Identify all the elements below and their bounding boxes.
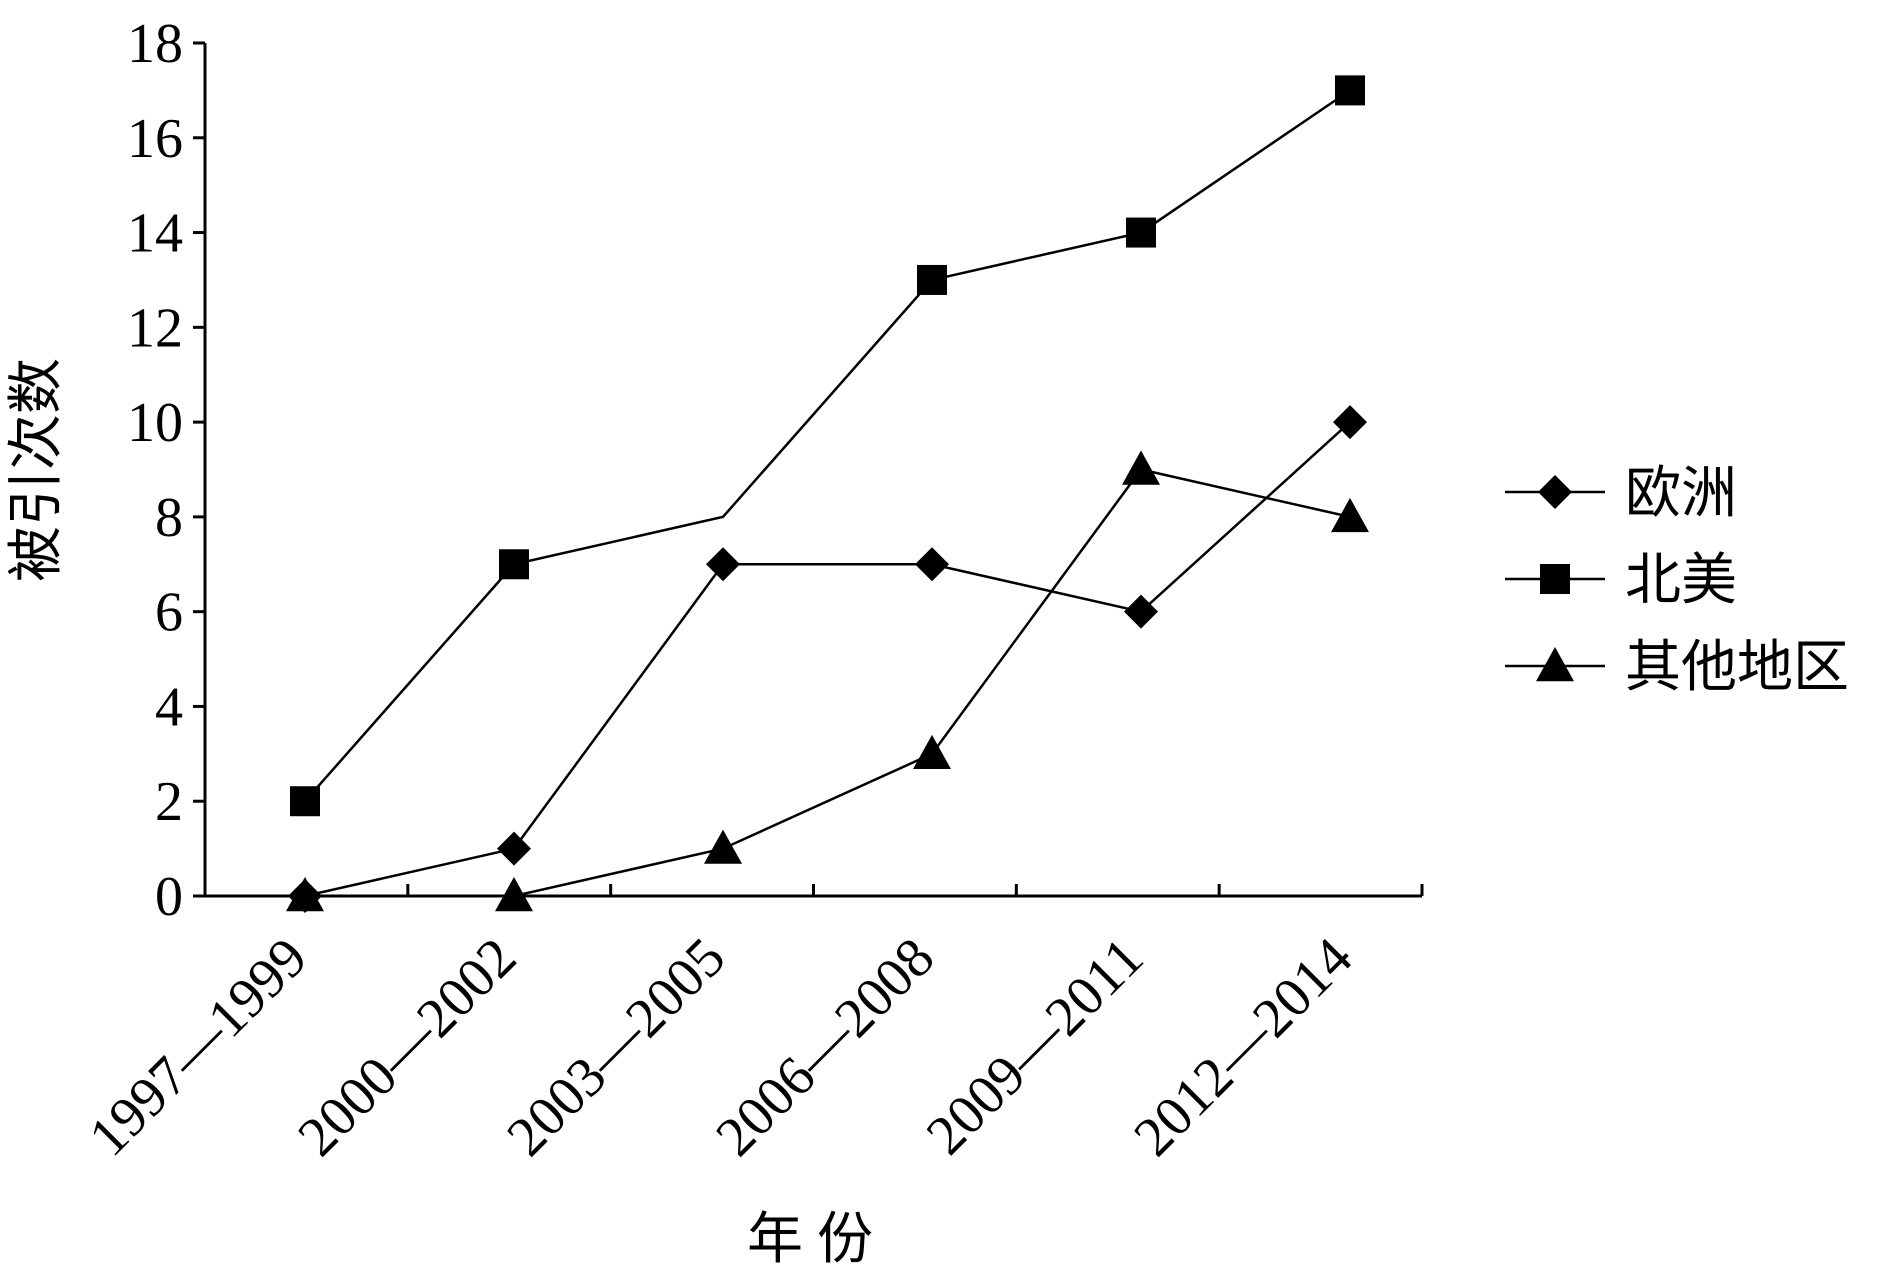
legend-label: 北美	[1625, 550, 1737, 612]
legend-label: 其他地区	[1625, 637, 1849, 699]
legend-marker-diamond	[1538, 475, 1572, 509]
data-point-triangle	[704, 829, 742, 864]
data-point-diamond	[915, 547, 949, 582]
x-tick-label: 1997—1999	[77, 926, 319, 1168]
y-tick-label: 0	[155, 866, 183, 928]
series-triangle	[286, 450, 1369, 912]
legend-item: 其他地区	[1505, 637, 1849, 699]
x-tick-label: 2012—2014	[1122, 926, 1364, 1168]
data-point-triangle	[286, 877, 324, 912]
series-line	[304, 421, 1351, 898]
series-line	[305, 468, 1351, 898]
legend-item: 欧洲	[1505, 463, 1737, 525]
series-diamond	[288, 405, 1367, 913]
x-tick-label: 2006—2008	[704, 926, 946, 1168]
data-point-square	[917, 264, 947, 295]
data-point-triangle	[1122, 450, 1160, 485]
y-tick-label: 16	[127, 108, 183, 170]
data-point-square	[290, 786, 320, 817]
y-tick-label: 18	[127, 13, 183, 75]
data-point-diamond	[497, 831, 531, 866]
legend-label: 欧洲	[1625, 463, 1737, 525]
y-tick-label: 2	[155, 771, 183, 833]
legend-marker-square	[1540, 564, 1570, 594]
x-axis-ticks: 1997—19992000—20022003—20052006—20082009…	[77, 884, 1424, 1168]
legend-marker-triangle	[1536, 647, 1574, 682]
x-tick-label: 2000—2002	[286, 926, 528, 1168]
data-point-square	[1126, 217, 1156, 248]
y-axis-title: 被引次数	[6, 358, 68, 582]
data-point-triangle	[495, 877, 533, 912]
y-tick-label: 6	[155, 582, 183, 644]
y-axis-ticks: 0 2 4 6 8 10 12 14 16 18	[127, 13, 205, 928]
data-point-triangle	[913, 734, 951, 770]
data-point-triangle	[1331, 497, 1369, 533]
data-point-diamond	[1333, 405, 1367, 440]
y-tick-label: 10	[127, 392, 183, 454]
data-point-square	[499, 549, 529, 580]
x-tick-label: 2003—2005	[495, 926, 737, 1168]
legend-item: 北美	[1505, 550, 1737, 612]
y-tick-label: 8	[155, 487, 183, 549]
series-line	[304, 89, 1351, 803]
y-tick-label: 12	[127, 297, 183, 359]
data-point-diamond	[706, 547, 740, 582]
series-group	[286, 75, 1369, 913]
data-point-square	[1335, 75, 1365, 106]
data-point-diamond	[1124, 594, 1158, 629]
series-square	[290, 75, 1365, 817]
x-axis-title: 年 份	[747, 1209, 873, 1271]
axes	[203, 43, 1422, 898]
y-tick-label: 14	[127, 203, 183, 265]
y-tick-label: 4	[155, 676, 183, 738]
x-tick-label: 2009—2011	[915, 926, 1155, 1166]
